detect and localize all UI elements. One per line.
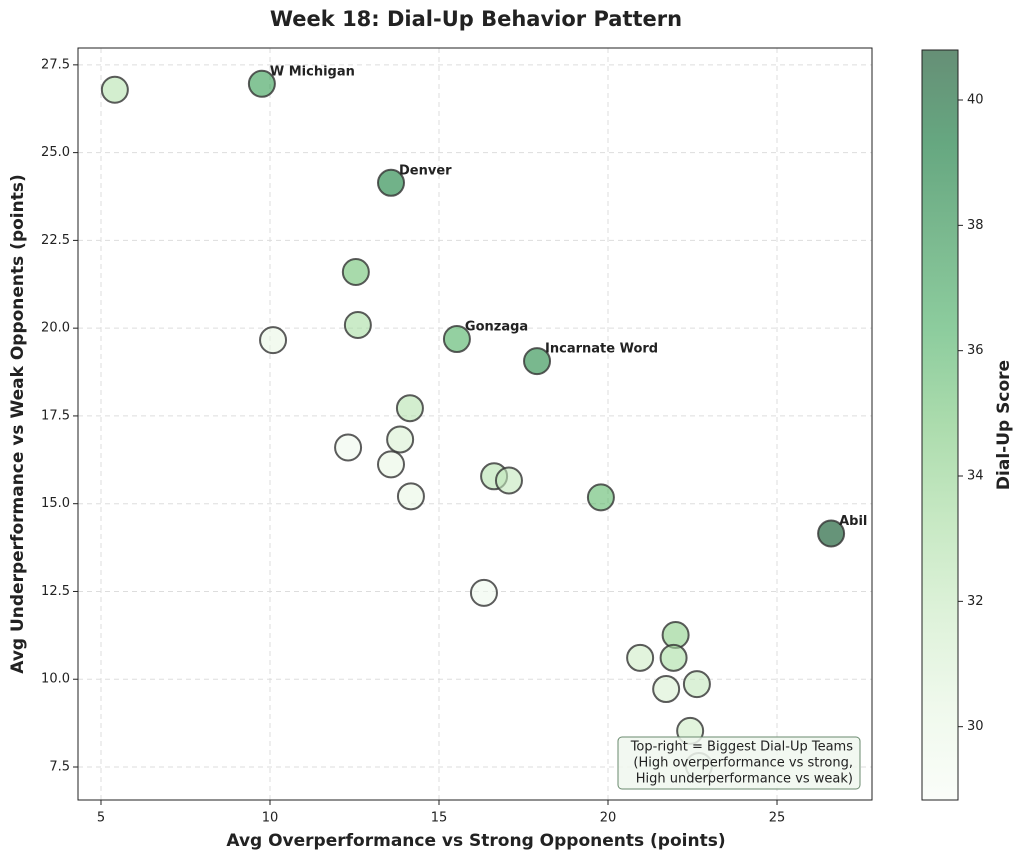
point (494, 466, 523, 495)
colorbar (921, 49, 959, 801)
point (682, 670, 711, 699)
point (652, 675, 681, 704)
point (469, 578, 498, 607)
note-line: High underperformance vs weak) (636, 772, 853, 787)
chart-title: Week 18: Dial-Up Behavior Pattern (270, 7, 682, 31)
point (659, 643, 688, 672)
note-frame (617, 736, 861, 790)
colorbar-label: Dial-Up Score (994, 360, 1014, 490)
point (523, 347, 552, 376)
point (377, 450, 406, 479)
y-tick-label: 22.5 (41, 233, 70, 248)
note-line: Top-right = Biggest Dial-Up Teams (630, 740, 854, 755)
plot-frame (77, 47, 873, 801)
point (100, 75, 129, 104)
point (247, 69, 276, 98)
point (334, 433, 363, 462)
point (396, 482, 425, 511)
point-label: Abil Christ (839, 514, 915, 529)
colorbar-tick-label: 38 (967, 218, 984, 233)
point (386, 425, 415, 454)
point (341, 257, 370, 286)
point-label: Denver (399, 163, 452, 178)
x-tick-label: 20 (600, 811, 617, 826)
y-axis-label: Avg Underperformance vs Weak Opponents (… (8, 174, 28, 673)
colorbar-tick-label: 40 (967, 93, 984, 108)
y-tick-label: 17.5 (41, 408, 70, 423)
y-tick-label: 12.5 (41, 584, 70, 599)
point (343, 310, 372, 339)
y-tick-label: 15.0 (41, 496, 70, 511)
x-tick-label: 15 (431, 811, 448, 826)
colorbar-tick-label: 34 (967, 469, 984, 484)
y-tick-label: 10.0 (41, 672, 70, 687)
note-box: Top-right = Biggest Dial-Up Teams(High o… (617, 736, 861, 790)
x-axis-label: Avg Overperformance vs Strong Opponents … (226, 831, 725, 851)
x-tick-label: 5 (97, 811, 105, 826)
x-tick-label: 10 (262, 811, 279, 826)
colorbar-tick-label: 36 (967, 343, 984, 358)
point (259, 326, 288, 355)
point-label: W Michigan (270, 64, 355, 79)
point (817, 519, 846, 548)
points: W Michigan Denver Gonzaga Incarnate Word Abi… (100, 64, 915, 780)
colorbar-tick-label: 32 (967, 594, 984, 609)
point (442, 325, 471, 354)
y-tick-label: 7.5 (49, 759, 70, 774)
point (395, 394, 424, 423)
y-tick-label: 27.5 (41, 57, 70, 72)
point-label: Incarnate Word (545, 342, 658, 357)
point (626, 643, 655, 672)
point-label: Gonzaga (465, 320, 528, 335)
y-tick-label: 20.0 (41, 321, 70, 336)
point (377, 168, 406, 197)
point (586, 483, 615, 512)
note-line: (High overperformance vs strong, (633, 756, 853, 771)
colorbar-tick-label: 30 (967, 719, 984, 734)
y-tick-label: 25.0 (41, 145, 70, 160)
x-tick-label: 25 (769, 811, 786, 826)
